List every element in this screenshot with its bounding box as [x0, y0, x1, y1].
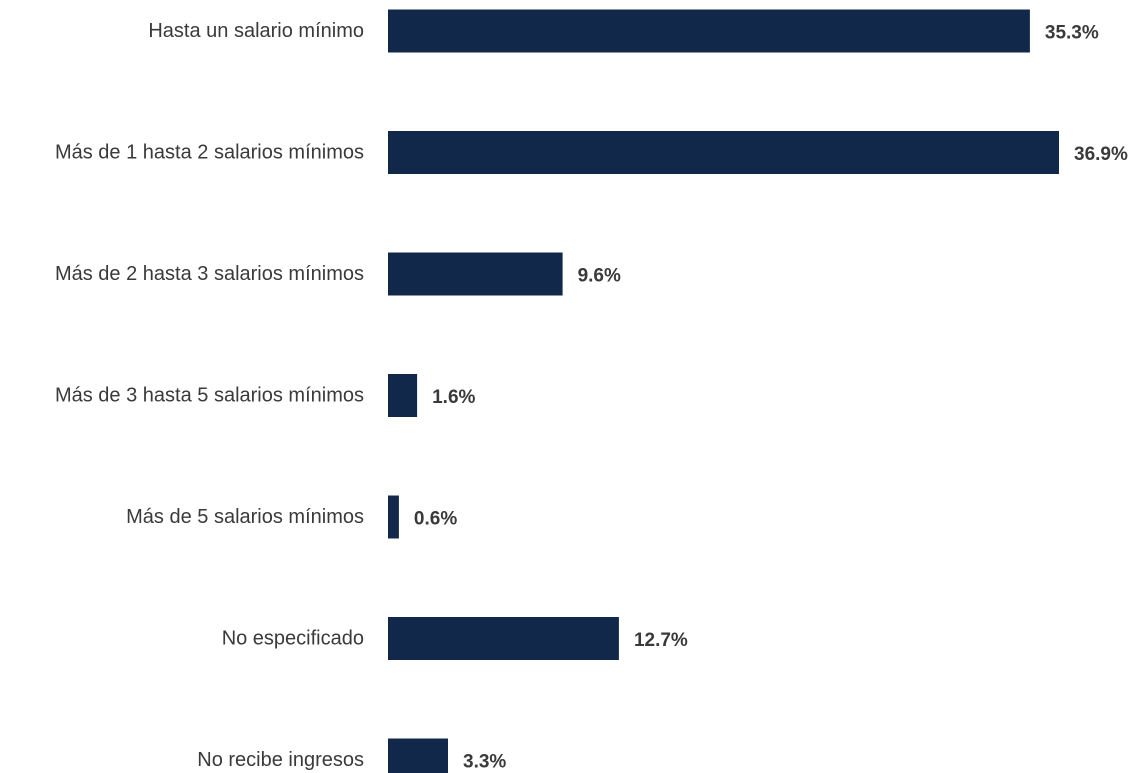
bar-5 — [388, 495, 399, 539]
bar-4 — [388, 374, 418, 417]
value-label-3: 9.6% — [578, 266, 621, 287]
category-label-5: Más de 5 salarios mínimos — [126, 506, 364, 528]
bar-6 — [388, 617, 619, 660]
bar-2 — [388, 131, 1059, 174]
category-label-2: Más de 1 hasta 2 salarios mínimos — [55, 142, 364, 164]
bars-group — [388, 9, 1059, 773]
bar-1 — [388, 9, 1030, 53]
category-label-6: No especificado — [222, 628, 364, 650]
value-label-1: 35.3% — [1045, 23, 1099, 44]
category-label-1: Hasta un salario mínimo — [148, 20, 364, 42]
value-label-7: 3.3% — [463, 752, 506, 773]
value-label-4: 1.6% — [432, 387, 475, 408]
value-label-2: 36.9% — [1074, 144, 1128, 165]
value-labels-group: 35.3% 36.9% 9.6% 1.6% 0.6% 12.7% 3.3% — [414, 23, 1128, 773]
value-label-6: 12.7% — [634, 630, 688, 651]
category-label-3: Más de 2 hasta 3 salarios mínimos — [55, 263, 364, 285]
bar-3 — [388, 252, 563, 296]
category-label-4: Más de 3 hasta 5 salarios mínimos — [55, 385, 364, 407]
category-labels-group: Hasta un salario mínimo Más de 1 hasta 2 … — [55, 20, 364, 771]
category-label-7: No recibe ingresos — [197, 749, 364, 771]
bar-7 — [388, 738, 448, 773]
value-label-5: 0.6% — [414, 509, 457, 530]
